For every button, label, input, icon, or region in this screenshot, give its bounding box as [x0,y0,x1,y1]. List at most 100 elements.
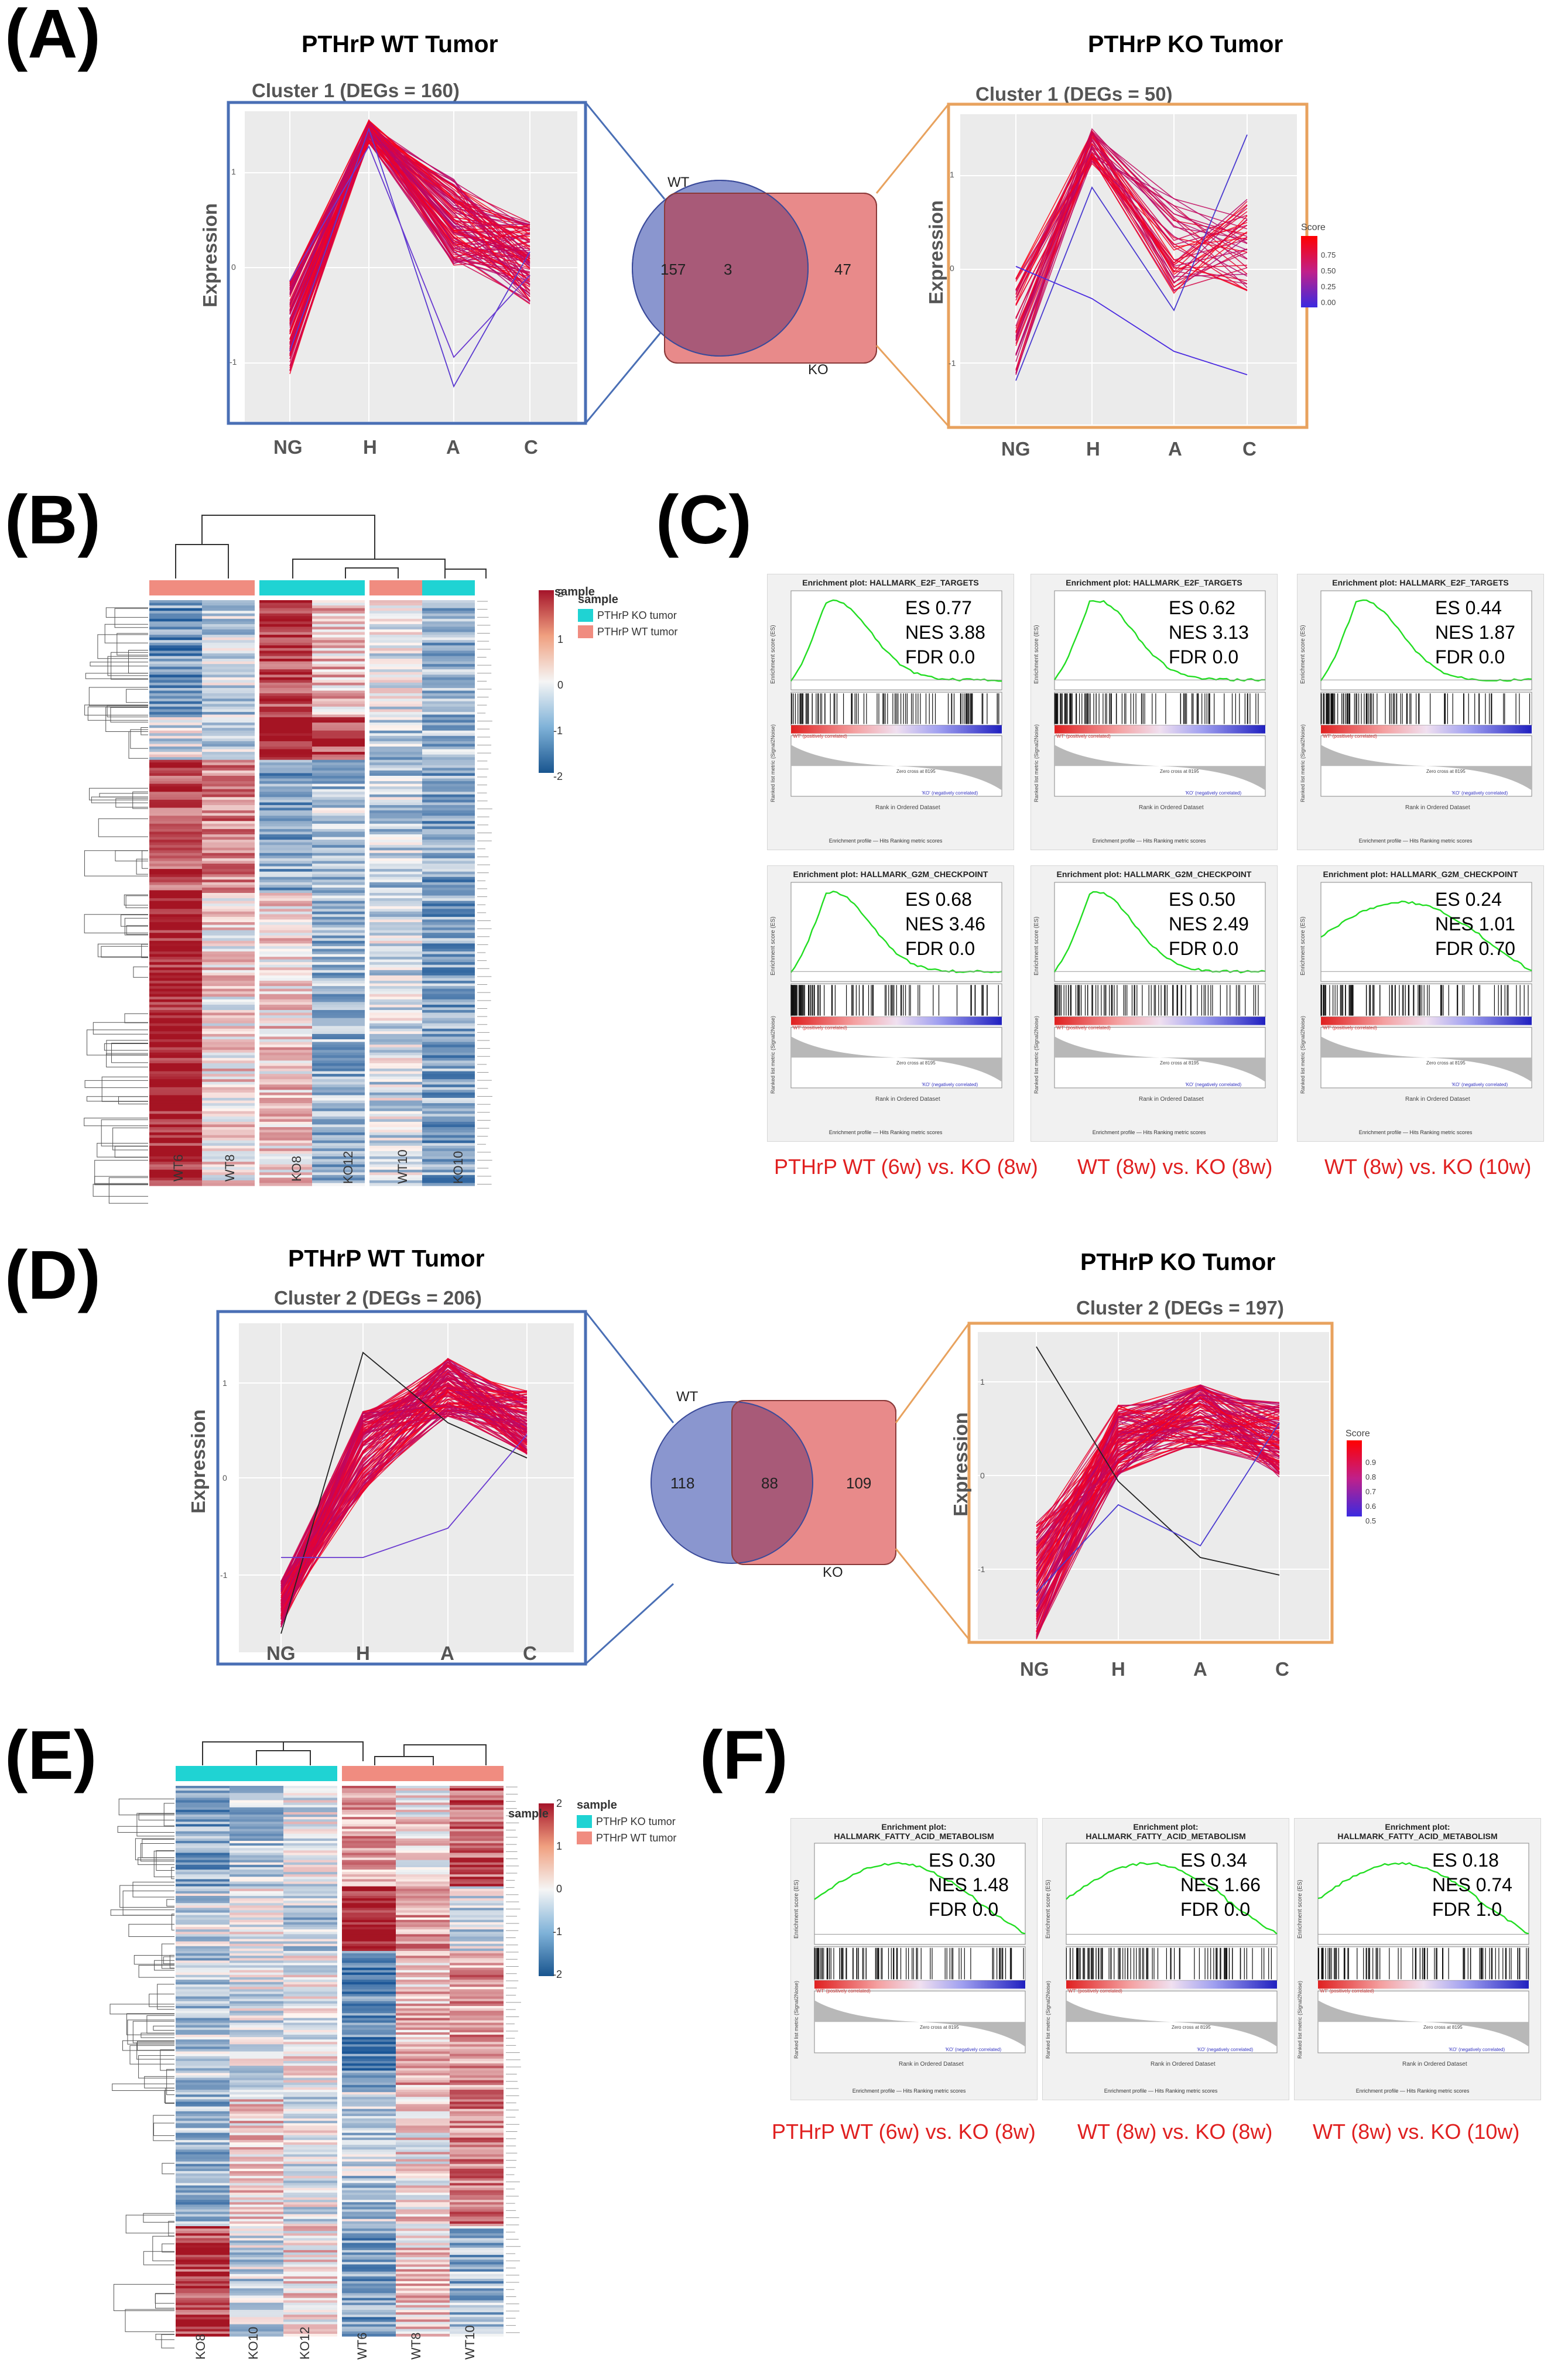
heatmap-cell [176,1791,230,1793]
profile-line [1015,136,1248,341]
heatmap-cell [176,2317,230,2320]
heatmap-cell [283,1864,337,1868]
heatmap-cell [396,2037,450,2040]
heatmap-cell [176,2315,230,2317]
gsea-xlabel: Rank in Ordered Dataset [1151,2061,1216,2067]
heatmap-cell [202,1151,255,1155]
heatmap-cell [149,1098,202,1101]
heatmap-cell [369,714,422,718]
heatmap-cell [202,611,255,614]
heatmap-cell [230,2300,283,2303]
heatmap-cell [396,1888,450,1892]
heatmap-cell [283,2084,337,2088]
heatmap-cell [422,611,475,614]
heatmap-cell [396,2173,450,2176]
panel-label-f: (F) [700,1717,788,1794]
gsea-legend: Enrichment profile — Hits Ranking metric… [1355,2088,1470,2094]
heatmap-cell [176,2042,230,2045]
dendrogram-branch [125,895,148,908]
heatmap-cell [176,2073,230,2076]
heatmap-cell [176,2291,230,2294]
heatmap-cell [342,2180,396,2184]
profile-line [1015,157,1248,338]
dendrogram-branch [163,1803,174,1826]
heatmap-cell [369,696,422,699]
heatmap-cell [149,826,202,830]
heatmap-cell [422,624,475,628]
heatmap-cell [450,2087,504,2090]
heatmap-cell [176,2238,230,2241]
heatmap-cell [396,2101,450,2105]
heatmap-cell [342,2116,396,2119]
heatmap-cell [450,1800,504,1803]
heatmap-cell [149,978,202,981]
heatmap-cell [396,2056,450,2059]
heatmap-cell [312,680,365,683]
heatmap-cell [369,1045,422,1048]
heatmap-cell [149,1180,202,1184]
heatmap-cell [369,669,422,673]
heatmap-cell [149,1057,202,1061]
heatmap-cell [342,2037,396,2040]
heatmap-cell [283,2231,337,2234]
heatmap-cell [312,967,365,971]
heatmap-cell [259,986,312,990]
gsea-title: Enrichment plot: HALLMARK_E2F_TARGETS [1332,578,1509,587]
heatmap-cell [369,648,422,651]
heatmap-cell [259,925,312,928]
heatmap-cell [422,723,475,726]
heatmap-cell [450,1960,504,1964]
heatmap-cell [176,1929,230,1932]
heatmap-cell [342,1960,396,1964]
dendrogram-branch [99,793,148,797]
heatmap-cell [342,1793,396,1796]
heatmap-cell [422,1033,475,1038]
heatmap-cell [422,1156,475,1160]
heatmap-cell [312,1100,365,1104]
heatmap-cell [342,2137,396,2141]
heatmap-cell [342,2145,396,2148]
gsea-title: Enrichment plot: HALLMARK_FATTY_ACID_META… [1086,1822,1246,1841]
venn-overlap [665,193,808,356]
heatmap-cell [396,1791,450,1793]
heatmap-cell [149,1162,202,1165]
gsea-stats: ES 0.50 NES 2.49 FDR 0.0 [1169,887,1249,961]
heatmap-cell [202,1169,255,1173]
heatmap-cell [230,2125,283,2129]
profile-line [280,1379,528,1608]
heatmap-cell [396,2257,450,2260]
heatmap-cell [259,1026,312,1029]
heatmap-cell [369,973,422,976]
heatmap-cell [450,2044,504,2048]
heatmap-cell [202,690,255,694]
heatmap-cell [450,2168,504,2172]
heatmap-cell [176,1786,230,1789]
heatmap-cell [396,2125,450,2129]
heatmap-cell [369,1010,422,1014]
heatmap-cell [230,1817,283,1820]
heatmap-cell [283,1953,337,1956]
heatmap-cell [149,1090,202,1093]
heatmap-cell [176,2173,230,2176]
heatmap-cell [342,1989,396,1993]
heatmap-cell [450,2307,504,2310]
heatmap-cell [396,2025,450,2028]
heatmap-cell [259,1039,312,1043]
heatmap-cell [202,770,255,774]
heatmap-cell [202,1060,255,1064]
gsea-xlabel: Rank in Ordered Dataset [875,1096,940,1103]
heatmap-cell [230,1850,283,1854]
heatmap-cell [422,725,475,728]
heatmap-cell [283,1991,337,1995]
heatmap-cell [149,802,202,806]
heatmap-cell [396,2324,450,2327]
heatmap-cell [450,1864,504,1868]
heatmap-cell [342,2211,396,2215]
heatmap-cell [149,672,202,675]
heatmap-cell [176,1884,230,1887]
heatmap-cell [259,624,312,628]
heatmap-cell [450,2281,504,2284]
heatmap-cell [259,749,312,752]
heatmap-cell [369,842,422,845]
heatmap-cell [259,981,312,984]
